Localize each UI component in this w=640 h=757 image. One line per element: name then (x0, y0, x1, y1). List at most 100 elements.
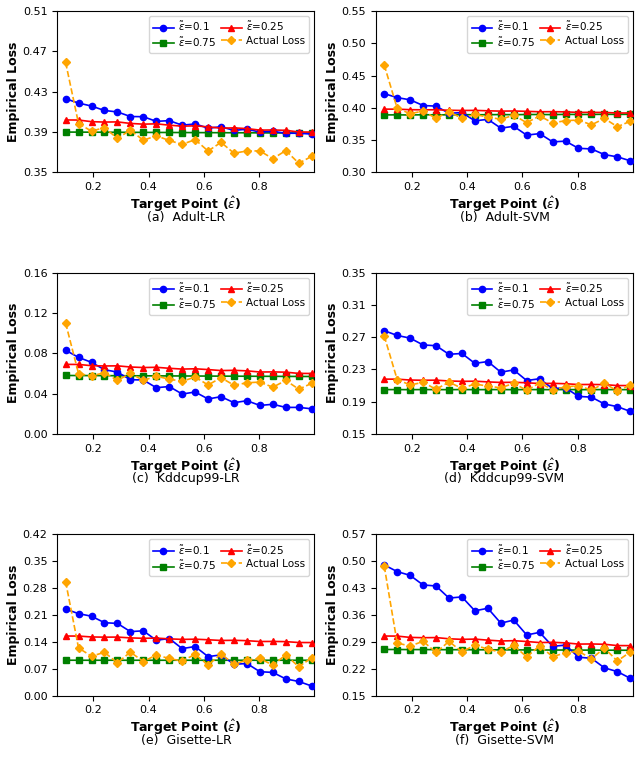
$\tilde{\varepsilon}$=0.1 (88, 101, 95, 111)
$\tilde{\varepsilon}$=0.75 (380, 645, 388, 654)
$\tilde{\varepsilon}$=0.75 (75, 656, 83, 665)
$\tilde{\varepsilon}$=0.75 (575, 110, 582, 119)
$\tilde{\varepsilon}$=0.75 (536, 646, 543, 655)
Line: $\tilde{\varepsilon}$=0.25: $\tilde{\varepsilon}$=0.25 (381, 633, 634, 649)
$\tilde{\varepsilon}$=0.1 (179, 644, 186, 653)
$\tilde{\varepsilon}$=0.25 (165, 364, 173, 373)
Actual Loss (445, 637, 453, 646)
$\tilde{\varepsilon}$=0.1 (62, 346, 70, 355)
Actual Loss (562, 648, 570, 657)
$\tilde{\varepsilon}$=0.1 (230, 660, 238, 669)
$\tilde{\varepsilon}$=0.1 (243, 125, 251, 134)
$\tilde{\varepsilon}$=0.1 (445, 593, 453, 603)
Actual Loss (432, 114, 440, 123)
$\tilde{\varepsilon}$=0.75 (269, 372, 276, 381)
$\tilde{\varepsilon}$=0.25 (191, 121, 199, 130)
$\tilde{\varepsilon}$=0.25 (523, 107, 531, 116)
$\tilde{\varepsilon}$=0.25 (536, 379, 543, 388)
$\tilde{\varepsilon}$=0.25 (445, 634, 453, 643)
$\tilde{\varepsilon}$=0.25 (230, 123, 238, 132)
$\tilde{\varepsilon}$=0.25 (536, 107, 543, 117)
$\tilde{\varepsilon}$=0.75 (497, 645, 504, 654)
$\tilde{\varepsilon}$=0.25 (614, 381, 621, 390)
$\tilde{\varepsilon}$=0.25 (165, 120, 173, 129)
$\tilde{\varepsilon}$=0.75 (588, 110, 595, 119)
Actual Loss (256, 146, 264, 155)
Actual Loss (510, 111, 518, 120)
$\tilde{\varepsilon}$=0.75 (380, 111, 388, 120)
Actual Loss (152, 650, 160, 659)
$\tilde{\varepsilon}$=0.75 (548, 646, 556, 655)
$\tilde{\varepsilon}$=0.1 (165, 634, 173, 643)
$\tilde{\varepsilon}$=0.25 (256, 637, 264, 646)
Actual Loss (152, 372, 160, 381)
$\tilde{\varepsilon}$=0.25 (406, 105, 414, 114)
Actual Loss (282, 650, 290, 659)
$\tilde{\varepsilon}$=0.25 (127, 119, 134, 128)
$\tilde{\varepsilon}$=0.1 (575, 653, 582, 662)
$\tilde{\varepsilon}$=0.75 (471, 111, 479, 120)
$\tilde{\varepsilon}$=0.1 (179, 390, 186, 399)
$\tilde{\varepsilon}$=0.1 (536, 374, 543, 383)
Actual Loss (127, 647, 134, 656)
$\tilde{\varepsilon}$=0.75 (548, 110, 556, 119)
$\tilde{\varepsilon}$=0.25 (127, 634, 134, 643)
$\tilde{\varepsilon}$=0.75 (419, 111, 427, 120)
Line: $\tilde{\varepsilon}$=0.1: $\tilde{\varepsilon}$=0.1 (381, 328, 634, 415)
Line: $\tilde{\varepsilon}$=0.25: $\tilde{\varepsilon}$=0.25 (63, 117, 315, 136)
$\tilde{\varepsilon}$=0.75 (165, 656, 173, 665)
$\tilde{\varepsilon}$=0.75 (308, 129, 316, 138)
$\tilde{\varepsilon}$=0.1 (588, 654, 595, 663)
$\tilde{\varepsilon}$=0.75 (562, 110, 570, 119)
$\tilde{\varepsilon}$=0.1 (256, 667, 264, 676)
$\tilde{\varepsilon}$=0.25 (152, 634, 160, 643)
Actual Loss (62, 577, 70, 586)
$\tilde{\varepsilon}$=0.75 (548, 385, 556, 394)
$\tilde{\varepsilon}$=0.75 (614, 385, 621, 394)
Actual Loss (627, 117, 634, 126)
Actual Loss (432, 648, 440, 657)
$\tilde{\varepsilon}$=0.1 (62, 94, 70, 103)
Legend: $\tilde{\varepsilon}$=0.1, $\tilde{\varepsilon}$=0.75, $\tilde{\varepsilon}$=0.2: $\tilde{\varepsilon}$=0.1, $\tilde{\vare… (467, 539, 628, 576)
$\tilde{\varepsilon}$=0.1 (432, 341, 440, 350)
$\tilde{\varepsilon}$=0.75 (562, 385, 570, 394)
$\tilde{\varepsilon}$=0.1 (614, 402, 621, 411)
$\tilde{\varepsilon}$=0.75 (394, 645, 401, 654)
$\tilde{\varepsilon}$=0.75 (243, 372, 251, 381)
Actual Loss (458, 114, 466, 123)
$\tilde{\varepsilon}$=0.1 (152, 636, 160, 645)
Actual Loss (394, 104, 401, 113)
Actual Loss (510, 640, 518, 650)
$\tilde{\varepsilon}$=0.25 (88, 117, 95, 126)
$\tilde{\varepsilon}$=0.25 (230, 636, 238, 645)
$\tilde{\varepsilon}$=0.25 (575, 380, 582, 389)
$\tilde{\varepsilon}$=0.1 (432, 581, 440, 590)
$\tilde{\varepsilon}$=0.1 (471, 606, 479, 615)
Actual Loss (380, 562, 388, 571)
Legend: $\tilde{\varepsilon}$=0.1, $\tilde{\varepsilon}$=0.75, $\tilde{\varepsilon}$=0.2: $\tilde{\varepsilon}$=0.1, $\tilde{\vare… (148, 16, 309, 53)
$\tilde{\varepsilon}$=0.25 (179, 365, 186, 374)
Actual Loss (445, 378, 453, 387)
$\tilde{\varepsilon}$=0.75 (179, 128, 186, 137)
Actual Loss (269, 383, 276, 392)
$\tilde{\varepsilon}$=0.25 (600, 108, 608, 117)
$\tilde{\varepsilon}$=0.25 (282, 637, 290, 646)
Actual Loss (308, 152, 316, 161)
Line: $\tilde{\varepsilon}$=0.75: $\tilde{\varepsilon}$=0.75 (63, 129, 315, 136)
$\tilde{\varepsilon}$=0.1 (548, 642, 556, 651)
$\tilde{\varepsilon}$=0.75 (484, 110, 492, 119)
$\tilde{\varepsilon}$=0.25 (394, 631, 401, 640)
$\tilde{\varepsilon}$=0.1 (191, 388, 199, 397)
Actual Loss (575, 646, 582, 656)
$\tilde{\varepsilon}$=0.1 (484, 604, 492, 613)
$\tilde{\varepsilon}$=0.25 (113, 361, 121, 370)
$\tilde{\varepsilon}$=0.25 (445, 376, 453, 385)
Title: (a)  Adult-LR: (a) Adult-LR (147, 211, 225, 224)
$\tilde{\varepsilon}$=0.1 (627, 674, 634, 683)
Line: $\tilde{\varepsilon}$=0.25: $\tilde{\varepsilon}$=0.25 (381, 376, 634, 388)
Actual Loss (230, 659, 238, 668)
X-axis label: Target Point ($\hat{\varepsilon}$): Target Point ($\hat{\varepsilon}$) (130, 718, 241, 737)
$\tilde{\varepsilon}$=0.1 (308, 681, 316, 690)
$\tilde{\varepsilon}$=0.25 (458, 635, 466, 644)
Actual Loss (308, 653, 316, 662)
